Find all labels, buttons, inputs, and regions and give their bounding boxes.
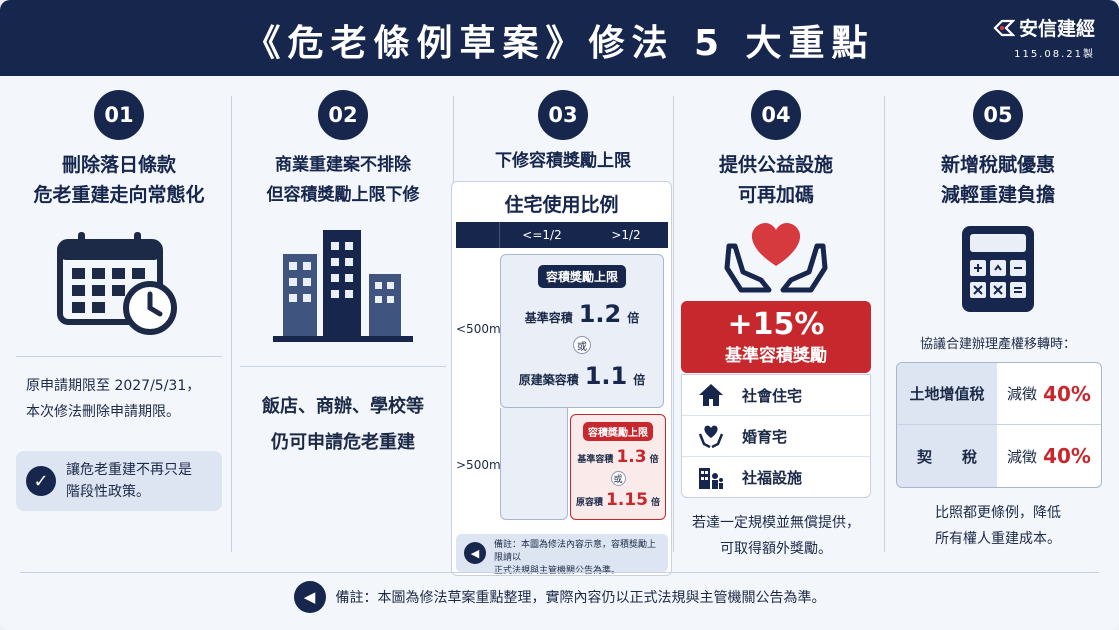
logo-mark-icon xyxy=(993,19,1015,36)
point-description: 若達一定規模並無償提供， 可取得額外獎勵。 xyxy=(692,515,860,557)
footer-note: 備註：本圖為修法草案重點整理，實際內容仍以正式法規與主管機關公告為準。 xyxy=(335,589,826,606)
bonus-cap-label: 容積獎勵上限 xyxy=(583,422,653,441)
bonus-table: 住宅使用比例 <=1/2 >1/2 <500m² >500m² 容積獎勵上限 基… xyxy=(451,181,672,576)
point-number: 05 xyxy=(973,90,1023,140)
point-title: 新增稅賦優惠 減輕重建負擔 xyxy=(940,154,1055,206)
point-title: 商業重建案不排除 但容積獎勵上限下修 xyxy=(266,155,420,205)
row-label: >500m² xyxy=(456,458,506,472)
orig-ratio: 1.15 xyxy=(606,490,648,510)
table-note: ◀ 備註：本圖為修法內容示意，容積獎勵上限請以 正式法規與主管機關公告為準。 xyxy=(456,534,668,576)
point-3: 03 下修容積獎勵上限 xyxy=(460,90,666,176)
point-number: 01 xyxy=(94,90,144,140)
heart-hands-icon xyxy=(698,425,724,448)
facility-list: 社會住宅 婚育宅 社福設施 xyxy=(681,374,871,498)
point-description: 飯店、商辦、學校等 仍可申請危老重建 xyxy=(262,396,424,453)
point-description: 原申請期限至 2027/5/31， 本次修法刪除申請期限。 xyxy=(26,378,201,420)
buildings-icon xyxy=(273,230,413,342)
footer: ◀ 備註：本圖為修法草案重點整理，實際內容仍以正式法規與主管機關公告為準。 xyxy=(20,572,1099,620)
row-label: <500m² xyxy=(456,322,506,336)
point-number: 04 xyxy=(751,90,801,140)
or-badge: 或 xyxy=(573,336,591,354)
point-number: 02 xyxy=(318,90,368,140)
header-cell: >1/2 xyxy=(611,228,641,242)
tax-intro: 協議合建辦理產權移轉時： xyxy=(919,337,1076,352)
or-badge: 或 xyxy=(610,471,626,486)
point-description: 比照都更條例，降低 所有權人重建成本。 xyxy=(935,505,1061,547)
logo-date: 115.08.21製 xyxy=(1014,49,1095,60)
base-ratio: 1.2 xyxy=(578,300,622,328)
highlight-note: ✓ 讓危老重建不再只是 階段性政策。 xyxy=(16,451,222,511)
table-title: 住宅使用比例 xyxy=(504,194,619,216)
bonus-banner: +15% 基準容積獎勵 xyxy=(681,301,871,373)
family-building-icon xyxy=(699,467,723,489)
bonus-percent: +15% xyxy=(727,307,825,342)
point-title: 刪除落日條款 危老重建走向常態化 xyxy=(33,154,205,206)
point-title: 下修容積獎勵上限 xyxy=(495,151,631,171)
point-1: 01 刪除落日條款 危老重建走向常態化 原申請期限至 2027/5/31， 本次… xyxy=(16,90,222,511)
orig-ratio: 1.1 xyxy=(584,362,628,390)
bonus-cap-label: 容積獎勵上限 xyxy=(537,265,626,288)
bonus-label: 基準容積獎勵 xyxy=(725,346,827,366)
megaphone-icon: ◀ xyxy=(464,542,486,564)
calculator-icon xyxy=(962,226,1034,312)
hands-heart-icon xyxy=(724,223,828,293)
logo-name: 安信建經 xyxy=(1018,18,1095,40)
column-divider xyxy=(884,96,885,552)
check-icon: ✓ xyxy=(26,466,56,496)
logo: 安信建經 115.08.21製 xyxy=(993,14,1095,60)
bonus-panel-small: 容積獎勵上限 基準容積 1.2 倍 或 原建築容積 1.1 倍 xyxy=(500,254,664,408)
list-item: 社會住宅 xyxy=(682,375,870,416)
list-item: 婚育宅 xyxy=(682,416,870,457)
table-row: 土地增值稅 減徵 40% xyxy=(897,363,1101,425)
tax-table: 土地增值稅 減徵 40% 契 稅 減徵 40% xyxy=(896,362,1102,488)
point-5: 05 新增稅賦優惠 減輕重建負擔 協議合建辦理產權移轉時： xyxy=(894,90,1102,358)
point-2: 02 商業重建案不排除 但容積獎勵上限下修 飯店、商辦、學 xyxy=(240,90,446,461)
calendar-clock-icon xyxy=(57,232,177,335)
point-4: 04 提供公益設施 可再加碼 xyxy=(676,90,876,296)
header-cell: <=1/2 xyxy=(522,228,562,242)
header: 《危老條例草案》修法 5 大重點 安信建經 115.08.21製 xyxy=(0,0,1119,76)
page-title: 《危老條例草案》修法 5 大重點 xyxy=(244,23,875,64)
base-ratio: 1.3 xyxy=(616,447,647,467)
column-divider xyxy=(673,96,674,552)
point-title: 提供公益設施 可再加碼 xyxy=(718,154,833,206)
megaphone-icon: ◀ xyxy=(293,580,326,613)
table-row: 契 稅 減徵 40% xyxy=(897,425,1101,487)
table-header: <=1/2 >1/2 xyxy=(456,222,668,248)
house-icon xyxy=(699,384,723,406)
point-number: 03 xyxy=(538,90,588,140)
bonus-panel-large: 容積獎勵上限 基準容積 1.3 倍 或 原容積 1.15 倍 xyxy=(570,414,666,520)
list-item: 社福設施 xyxy=(682,457,870,498)
column-divider xyxy=(231,96,232,552)
